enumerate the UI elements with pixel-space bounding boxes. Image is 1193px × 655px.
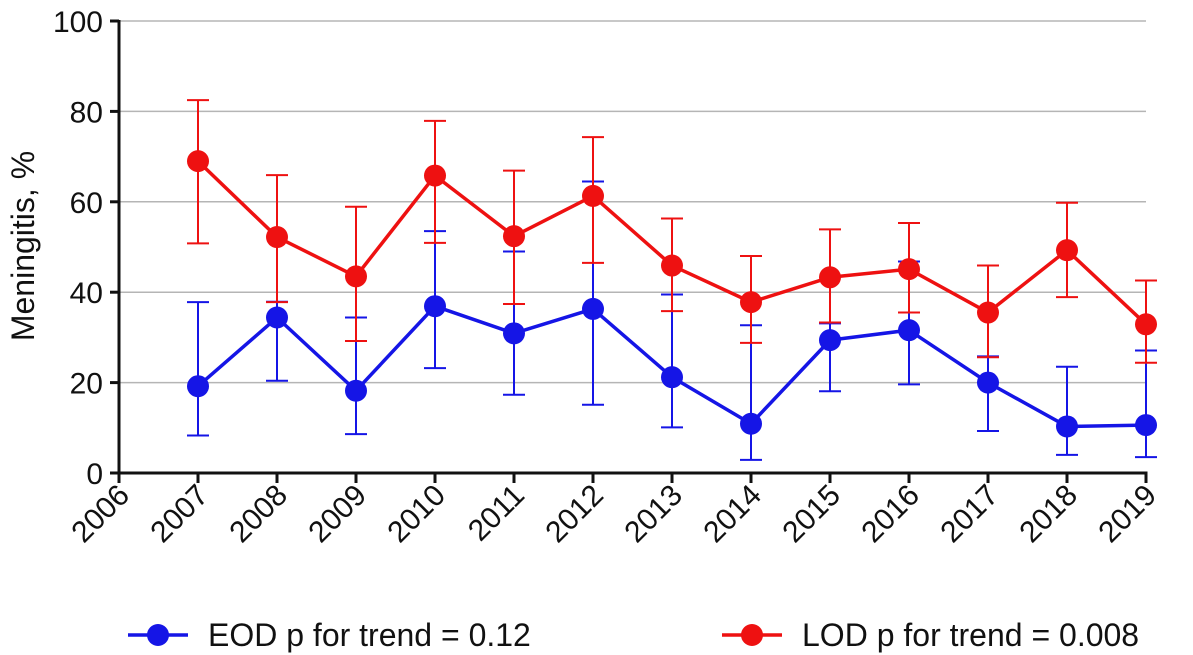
x-tick-label: 2014 (697, 479, 768, 550)
lod-data-point (345, 265, 367, 288)
lod-legend-label: LOD p for trend = 0.008 (802, 617, 1139, 653)
legend: EOD p for trend = 0.12 LOD p for trend = … (128, 617, 1139, 653)
error-bars (187, 99, 1157, 461)
eod-data-point (740, 412, 762, 435)
data-points (187, 150, 1157, 438)
lod-data-point (582, 184, 604, 207)
lod-data-point (266, 226, 288, 249)
eod-data-point (187, 375, 209, 398)
grid-lines (119, 20, 1146, 384)
x-tick-label: 2010 (381, 479, 452, 550)
eod-data-point (1056, 415, 1078, 438)
y-tick-label: 80 (70, 96, 103, 129)
y-tick-label: 0 (86, 458, 103, 491)
eod-data-point (266, 306, 288, 329)
lod-data-point (503, 225, 525, 248)
x-tick-label: 2008 (223, 479, 294, 550)
x-tick-labels: 2006 2007 2008 2009 2010 2011 2012 2013 2014 2015… (65, 479, 1163, 550)
y-tick-label: 100 (53, 6, 103, 39)
y-tick-label: 20 (70, 368, 103, 401)
eod-legend-marker (147, 624, 169, 646)
lod-data-point (819, 266, 841, 289)
y-tick-label: 40 (70, 277, 103, 310)
lod-data-point (898, 258, 920, 281)
lod-legend-marker (741, 624, 763, 646)
eod-data-point (345, 379, 367, 402)
lod-data-point (1135, 313, 1157, 336)
x-tick-label: 2006 (65, 479, 136, 550)
lod-data-point (977, 301, 999, 324)
x-tick-label: 2009 (302, 479, 373, 550)
x-tick-label: 2012 (539, 479, 610, 550)
y-axis-label: Meningitis, % (5, 151, 41, 341)
eod-data-point (424, 295, 446, 318)
eod-data-point (898, 319, 920, 342)
x-tick-label: 2018 (1013, 479, 1084, 550)
eod-data-point (582, 297, 604, 320)
lod-data-point (424, 164, 446, 187)
eod-data-point (1135, 414, 1157, 437)
lod-data-point (661, 254, 683, 277)
eod-legend-label: EOD p for trend = 0.12 (208, 617, 531, 653)
x-tick-label: 2016 (855, 479, 926, 550)
x-tick-label: 2013 (618, 479, 689, 550)
x-tick-label: 2011 (462, 479, 531, 548)
y-tick-labels: 0 20 40 60 80 100 (53, 6, 103, 491)
x-tick-label: 2015 (776, 479, 847, 550)
lod-data-point (1056, 239, 1078, 262)
x-tick-label: 2019 (1092, 479, 1163, 550)
eod-data-point (503, 322, 525, 345)
x-tick-label: 2017 (934, 479, 1005, 550)
axes (110, 19, 1148, 483)
eod-data-point (977, 371, 999, 394)
y-tick-label: 60 (70, 187, 103, 220)
eod-data-point (661, 366, 683, 389)
lod-data-point (740, 291, 762, 314)
x-tick-label: 2007 (144, 479, 215, 550)
lod-data-point (187, 150, 209, 173)
eod-data-point (819, 329, 841, 352)
